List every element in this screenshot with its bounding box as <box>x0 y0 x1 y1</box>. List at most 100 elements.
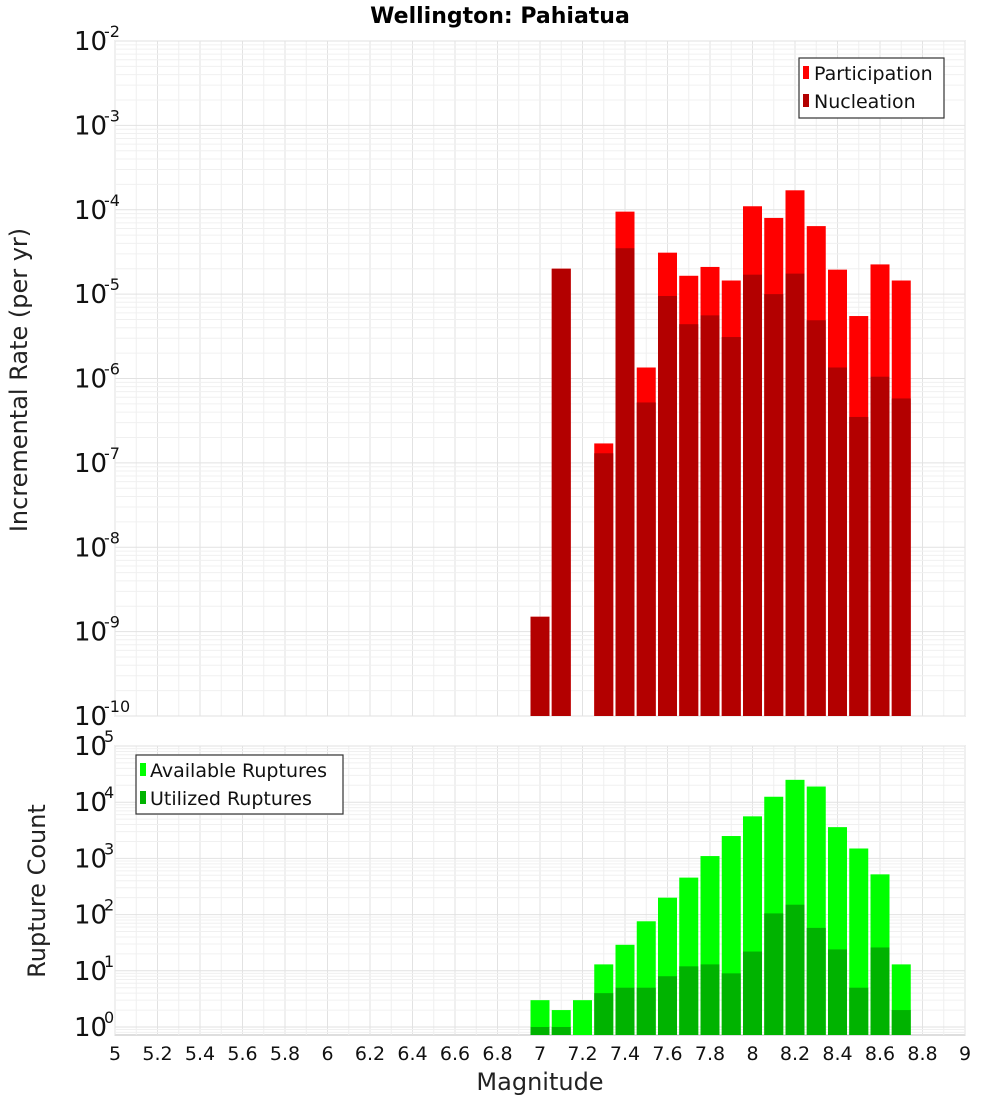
y-tick-exponent: -7 <box>104 444 120 463</box>
available-legend-swatch <box>140 763 146 776</box>
x-tick-label: 9 <box>959 1043 971 1065</box>
y-tick-exponent: -2 <box>104 22 120 41</box>
utilized-ruptures-bar <box>849 987 869 1035</box>
top-legend: Participation Nucleation <box>798 57 945 119</box>
x-tick-label: 5.6 <box>227 1043 257 1065</box>
top-y-axis-label: Incremental Rate (per yr) <box>5 228 33 532</box>
utilized-ruptures-bar <box>828 949 847 1035</box>
x-tick-label: 7.4 <box>610 1043 640 1065</box>
y-tick-exponent: 4 <box>104 783 114 802</box>
nucleation-bar <box>615 248 635 717</box>
utilized-ruptures-bar <box>615 987 635 1035</box>
nucleation-bar <box>679 324 699 716</box>
utilized-legend-swatch <box>140 791 146 804</box>
utilized-ruptures-bar <box>700 964 720 1035</box>
y-tick-exponent: -5 <box>104 275 120 294</box>
y-tick-label: 10 <box>74 844 107 874</box>
y-tick-exponent: -10 <box>104 697 130 716</box>
y-tick-label: 10 <box>74 618 107 648</box>
y-tick-label: 10 <box>74 732 107 762</box>
nucleation-bar <box>764 294 784 716</box>
y-tick-exponent: -4 <box>104 191 120 210</box>
x-tick-label: 6.4 <box>397 1043 427 1065</box>
x-tick-labels: 5 5.2 5.4 5.6 5.8 6 6.2 6.4 6.6 6.8 7 7.2 7.4 7.6 7.8 8… <box>109 1043 971 1065</box>
x-tick-label: 7.6 <box>652 1043 682 1065</box>
x-tick-label: 6.8 <box>482 1043 512 1065</box>
x-tick-label: 5.2 <box>142 1043 172 1065</box>
x-tick-label: 7.2 <box>567 1043 597 1065</box>
top-legend-box <box>798 57 945 119</box>
utilized-ruptures-bar <box>806 927 826 1035</box>
y-tick-label: 10 <box>74 280 107 310</box>
nucleation-bar <box>870 376 890 716</box>
y-tick-label: 10 <box>74 27 107 57</box>
y-tick-exponent: -8 <box>104 528 120 547</box>
nucleation-bar <box>806 320 826 716</box>
y-tick-exponent: 5 <box>104 727 114 746</box>
y-tick-exponent: 0 <box>104 1008 114 1027</box>
y-tick-exponent: 3 <box>104 839 114 858</box>
nucleation-bar <box>636 402 656 716</box>
utilized-ruptures-bar <box>764 913 784 1035</box>
y-tick-label: 10 <box>74 702 107 732</box>
x-tick-label: 5 <box>109 1043 121 1065</box>
x-tick-label: 8.8 <box>907 1043 937 1065</box>
y-tick-exponent: -9 <box>104 613 120 632</box>
utilized-ruptures-bar <box>891 1010 911 1035</box>
x-tick-label: 7 <box>534 1043 546 1065</box>
utilized-ruptures-bar <box>530 1026 550 1035</box>
participation-legend-swatch <box>803 66 809 79</box>
y-tick-exponent: 1 <box>104 952 114 971</box>
y-tick-label: 10 <box>74 957 107 987</box>
nucleation-legend-label: Nucleation <box>814 91 916 113</box>
y-tick-label: 10 <box>74 449 107 479</box>
nucleation-bar <box>700 315 720 716</box>
nucleation-bar <box>658 296 677 716</box>
x-tick-label: 6 <box>321 1043 333 1065</box>
y-tick-label: 10 <box>74 901 107 931</box>
y-tick-label: 10 <box>74 365 107 395</box>
utilized-ruptures-bar <box>679 966 699 1035</box>
available-legend-label: Available Ruptures <box>150 760 327 782</box>
x-tick-label: 7.8 <box>695 1043 725 1065</box>
nucleation-bar <box>785 273 805 716</box>
y-tick-label: 10 <box>74 111 107 141</box>
y-tick-label: 10 <box>74 533 107 563</box>
bottom-y-axis-label: Rupture Count <box>23 804 51 978</box>
bottom-legend-box <box>135 754 344 815</box>
y-tick-exponent: 2 <box>104 896 114 915</box>
x-axis-label: Magnitude <box>476 1068 603 1096</box>
available-ruptures-bar <box>573 1000 592 1035</box>
utilized-ruptures-bar <box>594 993 614 1035</box>
y-tick-exponent: -3 <box>104 106 120 125</box>
utilized-ruptures-bar <box>870 947 890 1035</box>
utilized-ruptures-bar <box>743 951 762 1035</box>
x-tick-label: 6.2 <box>355 1043 385 1065</box>
nucleation-bar <box>594 453 614 716</box>
nucleation-bar <box>849 416 869 716</box>
x-tick-label: 8.6 <box>865 1043 895 1065</box>
y-tick-label: 10 <box>74 788 107 818</box>
y-tick-label: 10 <box>74 1013 107 1043</box>
y-tick-exponent: -6 <box>104 360 120 379</box>
nucleation-bar <box>721 337 741 716</box>
utilized-ruptures-bar <box>636 987 656 1035</box>
top-bars <box>530 190 911 717</box>
bottom-bars <box>530 779 911 1035</box>
chart-title: Wellington: Pahiatua <box>370 4 630 29</box>
x-tick-label: 8 <box>746 1043 758 1065</box>
utilized-ruptures-bar <box>551 1026 571 1035</box>
nucleation-bar <box>530 616 550 716</box>
utilized-legend-label: Utilized Ruptures <box>150 788 312 810</box>
y-tick-label: 10 <box>74 196 107 226</box>
x-tick-label: 5.4 <box>185 1043 215 1065</box>
nucleation-bar <box>891 398 911 716</box>
utilized-ruptures-bar <box>658 976 677 1035</box>
participation-legend-label: Participation <box>814 63 933 85</box>
nucleation-bar <box>743 274 762 716</box>
